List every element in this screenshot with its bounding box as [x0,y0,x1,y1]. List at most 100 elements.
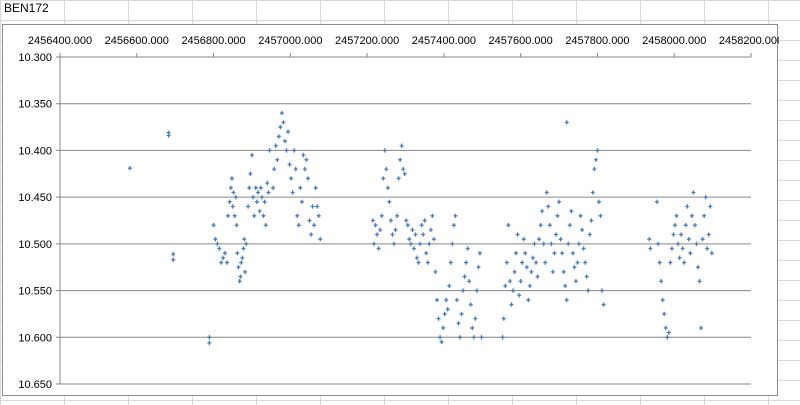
data-point [313,185,318,190]
data-point [244,241,249,247]
data-point [506,222,511,228]
data-point [521,236,526,242]
data-point [520,260,525,265]
data-point [668,260,673,265]
data-point [407,236,412,242]
data-point [538,222,543,228]
data-point [583,260,588,265]
data-point [229,176,234,181]
data-point [254,199,259,205]
data-point [316,213,321,219]
data-point [507,279,512,284]
data-point [527,283,532,289]
data-point [267,148,272,153]
data-point [421,232,426,237]
data-point [211,222,216,228]
data-point [680,246,685,251]
data-point [552,251,557,256]
data-point [226,213,231,219]
data-point [408,241,413,247]
data-point [509,302,514,307]
cell-a1[interactable]: BEN172 [4,1,49,15]
data-point [424,251,429,256]
data-point [281,120,286,125]
data-point [284,148,289,153]
data-point [428,227,433,233]
data-point [171,257,176,262]
data-point [445,307,450,312]
data-point [272,166,277,172]
data-point [530,255,535,261]
data-point [561,269,566,275]
data-point [696,265,701,270]
data-point [422,218,427,223]
data-point [411,246,416,251]
data-point [468,302,473,307]
data-point [293,166,298,172]
data-point [290,190,295,195]
data-point [273,143,278,148]
data-point [390,232,395,237]
data-point [442,311,447,317]
data-point [213,236,218,242]
data-point [234,222,239,228]
data-point [660,297,665,303]
data-point [438,335,443,340]
data-point [540,208,545,214]
data-point [447,283,452,289]
data-point [302,166,307,172]
data-point [219,260,224,265]
data-point [515,232,520,237]
data-point [577,241,582,247]
data-point [221,255,226,261]
data-point [246,204,251,209]
data-point [376,246,381,251]
data-point [464,260,469,265]
data-point [402,171,407,176]
data-point [289,176,294,181]
chart-area[interactable]: 2456400.000 2456600.000 2456800.000 2457000… [2,24,779,396]
data-point [677,255,682,261]
data-point [523,251,528,256]
data-point [692,222,697,228]
data-point [166,133,171,138]
data-point [439,339,444,345]
x-tick-label: 2457400.000 [412,35,476,47]
data-point [503,283,508,289]
data-point [257,208,262,214]
data-point [596,199,601,205]
data-point [231,190,236,195]
data-point [253,185,258,190]
data-point [230,204,235,209]
data-point [532,241,537,247]
data-point [416,260,421,265]
data-point [278,124,283,130]
data-point [418,241,423,247]
data-point [500,335,505,340]
data-point [207,335,212,340]
data-point [379,213,384,219]
y-tick-label: 10.600 [18,332,52,344]
data-point [393,227,398,233]
data-point [654,199,659,205]
data-point [566,241,571,247]
data-point [425,260,430,265]
data-point [275,157,280,162]
x-tick-label: 2457800.000 [565,35,629,47]
data-point [558,236,563,242]
data-point [546,204,551,209]
data-point [474,288,479,293]
data-point [287,162,292,167]
data-point [301,152,306,158]
data-point [662,311,667,317]
data-point [709,251,714,256]
data-point [665,335,670,340]
data-point [382,148,387,153]
data-point [444,297,449,303]
data-point [299,199,304,205]
x-tick-label: 2456400.000 [28,35,92,47]
data-point [584,274,589,279]
data-point [450,241,455,247]
data-point [465,246,470,251]
data-point [501,316,506,321]
